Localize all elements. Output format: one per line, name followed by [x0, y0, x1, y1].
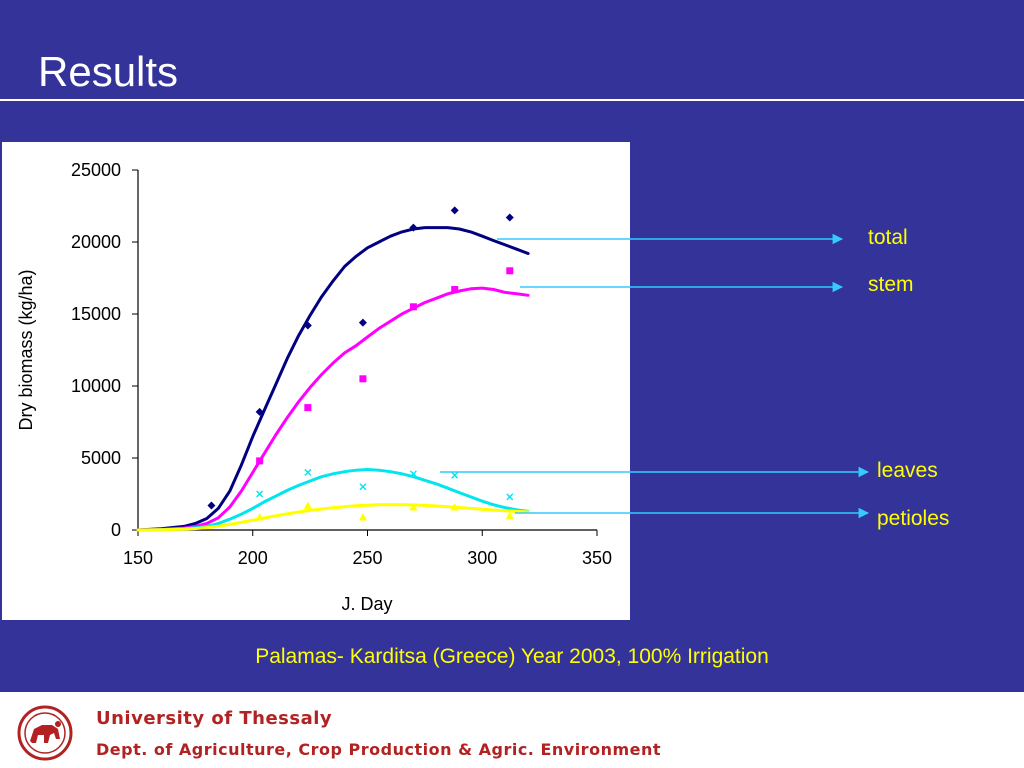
data-point-leaves — [451, 471, 459, 479]
y-tick-label: 5000 — [81, 448, 121, 468]
slide-title: Results — [38, 48, 179, 95]
footer-university: University of Thessaly — [96, 708, 333, 729]
series-line-leaves — [136, 468, 530, 532]
data-point-leaves — [359, 483, 367, 491]
data-point-stem — [359, 375, 367, 383]
biomass-chart: 150 200 250 300 350 0 5000 10000 15000 20000 25000… — [16, 160, 612, 614]
data-point-petioles — [303, 501, 312, 510]
data-point-leaves — [304, 468, 312, 476]
y-tick-label: 25000 — [71, 160, 121, 180]
data-point-stem — [451, 286, 459, 294]
data-point-petioles — [358, 513, 367, 521]
x-tick-label: 150 — [123, 548, 153, 568]
callout-label-leaves: leaves — [877, 459, 938, 482]
data-point-total — [450, 206, 459, 215]
series-line-petioles — [136, 503, 530, 532]
x-tick-label: 300 — [467, 548, 497, 568]
footer-department: Dept. of Agriculture, Crop Production & … — [96, 740, 662, 759]
title-divider — [0, 99, 1024, 101]
data-point-stem — [256, 457, 264, 465]
data-point-total — [358, 318, 367, 327]
tick-labels: 150 200 250 300 350 0 5000 10000 15000 20000 25000 — [71, 160, 612, 568]
series-line-total — [136, 226, 530, 532]
callout-label-total: total — [868, 226, 908, 249]
data-point-petioles — [450, 502, 459, 511]
university-seal-icon — [17, 705, 73, 761]
data-point-petioles — [255, 513, 264, 521]
callout-label-petioles: petioles — [877, 507, 950, 530]
x-tick-label: 250 — [352, 548, 382, 568]
series-layer — [136, 206, 530, 532]
chart-panel: 150 200 250 300 350 0 5000 10000 15000 20000 25000… — [2, 142, 630, 620]
callout-arrows — [440, 233, 870, 519]
data-point-stem — [304, 404, 312, 412]
data-point-total — [303, 321, 312, 330]
data-point-stem — [409, 303, 417, 311]
data-point-total — [207, 501, 216, 510]
x-tick-label: 350 — [582, 548, 612, 568]
y-axis-title: Dry biomass (kg/ha) — [16, 269, 36, 430]
data-point-total — [255, 407, 264, 416]
data-point-total — [409, 223, 418, 232]
y-tick-label: 15000 — [71, 304, 121, 324]
y-tick-label: 0 — [111, 520, 121, 540]
x-tick-label: 200 — [238, 548, 268, 568]
axis-ticks — [132, 169, 598, 536]
y-tick-label: 20000 — [71, 232, 121, 252]
footer-bar — [0, 692, 1024, 768]
x-axis-title: J. Day — [341, 594, 392, 614]
y-tick-label: 10000 — [71, 376, 121, 396]
data-point-petioles — [505, 511, 514, 520]
series-line-stem — [136, 286, 530, 532]
data-point-leaves — [256, 490, 264, 498]
chart-caption: Palamas- Karditsa (Greece) Year 2003, 10… — [255, 645, 769, 668]
data-point-stem — [506, 267, 514, 275]
callout-label-stem: stem — [868, 273, 914, 296]
data-point-total — [505, 213, 514, 222]
data-point-petioles — [409, 502, 418, 511]
data-point-leaves — [506, 493, 514, 501]
data-point-leaves — [409, 470, 417, 478]
